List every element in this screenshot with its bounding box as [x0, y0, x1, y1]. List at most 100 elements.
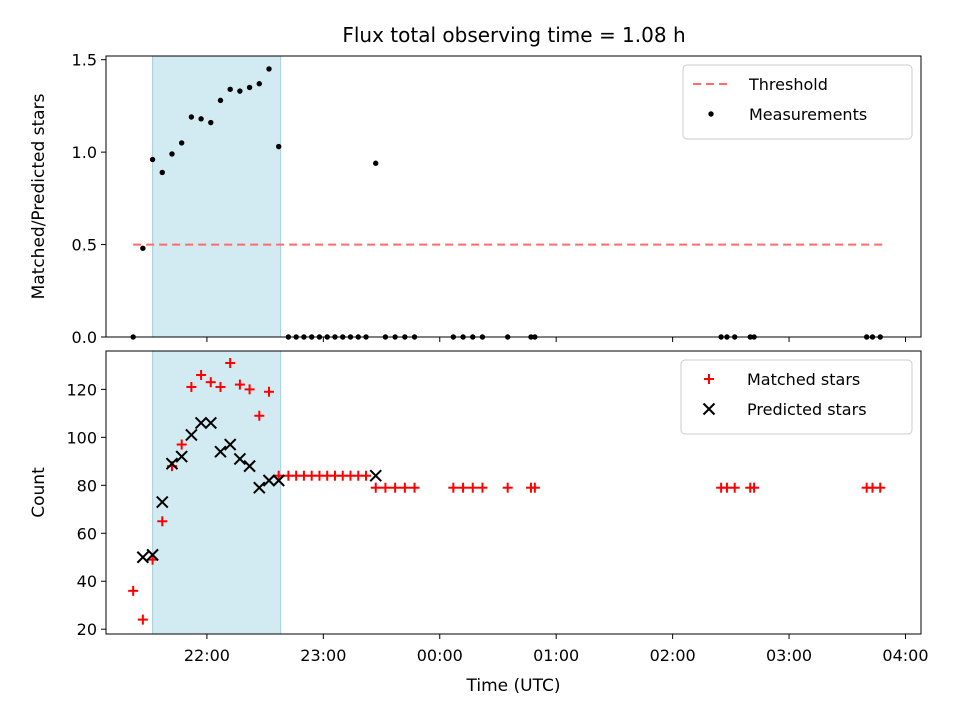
data-point: [361, 470, 372, 481]
axes-frame: [105, 350, 922, 635]
bottom-panel: 20 40 60 80 100 120 22:00 23:00 00:00 01:00 02:00 0…: [29, 350, 929, 696]
y-tick-label: 20: [77, 620, 97, 639]
y-tick-label: 1.0: [72, 143, 97, 162]
data-point: [399, 482, 410, 493]
data-point: [136, 551, 150, 564]
x-tick-label: 03:00: [766, 646, 812, 665]
series-matched-stars: [128, 357, 886, 625]
data-point: [147, 554, 158, 565]
legend: Threshold Measurements: [682, 64, 913, 140]
y-axis-label: Matched/Predicted stars: [29, 93, 49, 299]
data-point: [225, 357, 236, 368]
data-point: [458, 482, 469, 493]
data-point: [266, 66, 272, 72]
data-point: [188, 114, 195, 120]
x-tick-label: 01:00: [533, 646, 579, 665]
y-tick-label: 100: [66, 428, 97, 447]
data-point: [244, 384, 255, 395]
x-tick-label: 00:00: [417, 646, 463, 665]
y-tick-label: 120: [66, 380, 97, 399]
data-point: [176, 439, 187, 450]
data-point: [729, 482, 740, 493]
data-point: [272, 474, 285, 487]
y-tick-label: 0.5: [72, 236, 97, 255]
axes-frame: [105, 55, 922, 338]
series-predicted-stars: [136, 416, 382, 564]
data-point: [146, 548, 159, 562]
data-point: [198, 116, 204, 122]
data-point: [159, 169, 165, 176]
chart-title: Flux total observing time = 1.08 h: [342, 23, 685, 47]
data-point: [128, 585, 139, 596]
data-point: [227, 86, 233, 92]
legend-item: Predicted stars: [702, 400, 867, 419]
data-point: [233, 452, 247, 466]
data-point: [502, 482, 513, 493]
data-point: [165, 457, 179, 470]
legend-item: Threshold: [693, 75, 828, 94]
data-point: [149, 156, 156, 163]
data-point: [409, 482, 420, 493]
data-point: [264, 386, 274, 397]
data-point: [875, 482, 886, 493]
data-point: [237, 88, 243, 94]
x-tick-label: 23:00: [300, 646, 346, 665]
legend-label: Predicted stars: [747, 400, 867, 419]
data-point: [169, 151, 175, 157]
data-point: [223, 438, 237, 451]
y-tick-label: 0.0: [72, 328, 97, 347]
data-point: [749, 482, 760, 493]
legend-label: Threshold: [748, 75, 828, 94]
y-tick-label: 1.5: [72, 51, 97, 70]
data-point: [185, 428, 198, 442]
data-point: [529, 482, 540, 493]
legend-frame: [682, 64, 913, 140]
legend: Matched stars Predicted stars: [680, 359, 913, 435]
data-point: [137, 614, 148, 625]
legend-item: Matched stars: [704, 370, 860, 389]
data-point: [262, 474, 276, 487]
data-point: [373, 160, 379, 166]
data-point: [448, 482, 459, 493]
data-point: [477, 482, 488, 493]
data-point: [246, 84, 253, 91]
y-tick-label: 80: [77, 476, 97, 495]
data-point: [256, 81, 262, 87]
data-point: [214, 445, 227, 458]
data-point: [178, 140, 185, 146]
legend-item: Measurements: [708, 105, 867, 124]
data-point: [194, 416, 208, 430]
x-tick-label: 02:00: [650, 646, 696, 665]
data-point: [196, 369, 207, 380]
data-point: [380, 482, 391, 493]
y-tick-label: 60: [77, 524, 97, 543]
data-point: [273, 470, 284, 481]
legend-frame: [680, 359, 913, 435]
data-point: [467, 482, 478, 493]
x-axis-label: Time (UTC): [466, 676, 561, 696]
top-panel: 0.0 0.5 1.0 1.5 Matched/Predicted stars Thres…: [29, 51, 922, 347]
legend-swatch: [704, 374, 714, 384]
data-point: [390, 482, 401, 493]
x-tick-label: 22:00: [184, 646, 230, 665]
legend-label: Measurements: [749, 105, 867, 124]
data-point: [208, 119, 214, 126]
shaded-span: [152, 350, 282, 635]
data-point: [215, 381, 226, 392]
shaded-span: [152, 55, 282, 338]
data-point: [217, 97, 224, 104]
data-point: [243, 459, 256, 473]
data-point: [186, 381, 197, 392]
x-tick-label: 04:00: [882, 646, 928, 665]
y-tick-label: 40: [77, 572, 97, 591]
data-point: [204, 416, 217, 430]
data-point: [234, 379, 245, 390]
series-measurements: [130, 66, 883, 340]
data-point: [276, 143, 282, 150]
data-point: [157, 516, 168, 527]
legend-swatch: [702, 402, 716, 416]
data-point: [369, 469, 382, 482]
data-point: [370, 482, 381, 493]
data-point: [140, 245, 146, 251]
